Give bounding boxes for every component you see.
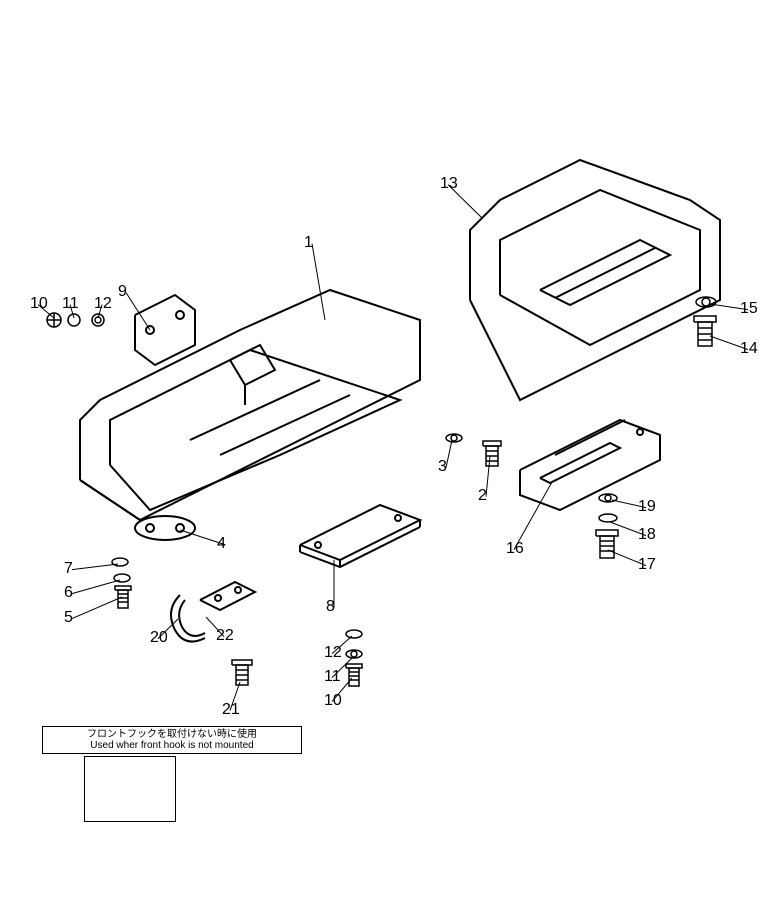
callout-17: 17 xyxy=(638,556,656,574)
callout-1: 1 xyxy=(304,234,313,252)
callout-4: 4 xyxy=(217,535,226,553)
callout-10: 10 xyxy=(324,692,342,710)
callout-19: 19 xyxy=(638,498,656,516)
callout-20: 20 xyxy=(150,629,168,647)
front-hook-note: フロントフックを取付けない時に使用 Used wher front hook i… xyxy=(42,726,302,754)
callout-16: 16 xyxy=(506,540,524,558)
callout-11: 11 xyxy=(324,668,341,686)
callout-9: 9 xyxy=(118,283,127,301)
callout-2: 2 xyxy=(478,487,487,505)
callout-12: 12 xyxy=(94,295,112,313)
note-jp: フロントフックを取付けない時に使用 xyxy=(47,729,297,740)
callout-21: 21 xyxy=(222,701,240,719)
callout-7: 7 xyxy=(64,560,73,578)
callout-11: 11 xyxy=(62,295,79,313)
callout-5: 5 xyxy=(64,609,73,627)
callout-12: 12 xyxy=(324,644,342,662)
callout-18: 18 xyxy=(638,526,656,544)
callout-14: 14 xyxy=(740,340,758,358)
plug-box xyxy=(84,756,176,822)
note-en: Used wher front hook is not mounted xyxy=(47,740,297,751)
callout-6: 6 xyxy=(64,584,73,602)
callout-10: 10 xyxy=(30,295,48,313)
callout-22: 22 xyxy=(216,627,234,645)
parts-diagram: 1234567891011121011121314151617181920212… xyxy=(0,0,776,903)
callout-13: 13 xyxy=(440,175,458,193)
callout-8: 8 xyxy=(326,598,335,616)
callout-15: 15 xyxy=(740,300,758,318)
callout-3: 3 xyxy=(438,458,447,476)
